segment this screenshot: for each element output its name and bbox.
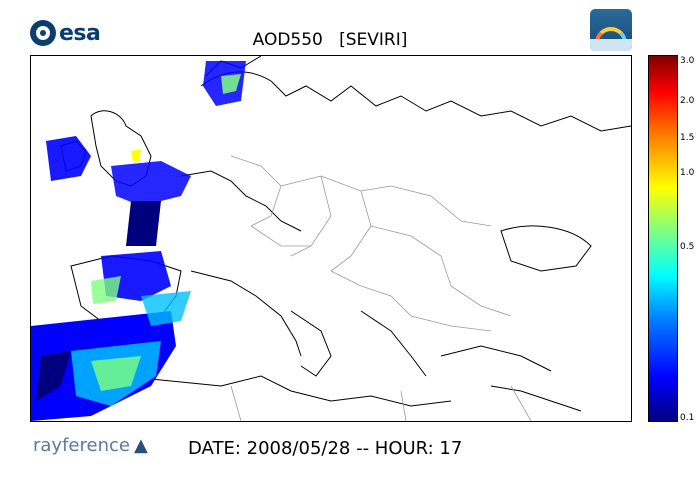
colorbar-label: 0.1	[680, 413, 695, 423]
esa-logo: esa	[30, 20, 101, 46]
rayference-logo: rayference ▲	[33, 435, 148, 456]
esa-logo-text: esa	[59, 20, 101, 46]
aod-overlay	[31, 61, 246, 421]
colorbar-label: 2.0	[680, 96, 695, 106]
colorbar	[648, 55, 678, 422]
colorbar-label: 1.0	[680, 168, 695, 178]
country-borders	[230, 155, 532, 421]
rayference-cube-icon: ▲	[133, 435, 148, 456]
satellite-rainbow-logo-icon	[590, 9, 632, 51]
colorbar-label: 0.5	[680, 242, 695, 252]
rayference-logo-text: rayference	[33, 435, 130, 456]
colorbar-label: 3.0	[680, 56, 695, 66]
europe-map	[31, 56, 631, 421]
esa-logo-icon	[30, 20, 56, 46]
map-title: AOD550 [SEVIRI]	[252, 30, 408, 50]
map-panel	[30, 55, 632, 422]
date-hour-label: DATE: 2008/05/28 -- HOUR: 17	[188, 438, 463, 459]
colorbar-label: 1.5	[680, 133, 695, 143]
